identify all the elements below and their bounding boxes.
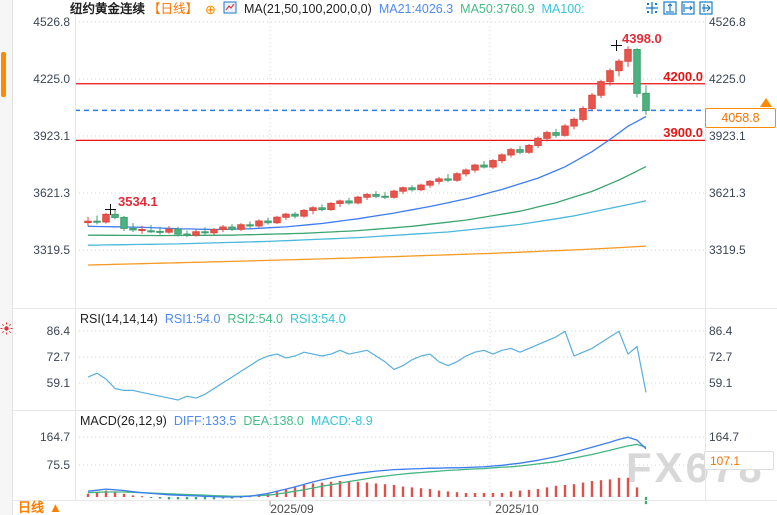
price-tick-left: 3621.3 [33, 186, 70, 200]
price-tick-right: 3621.3 [709, 186, 746, 200]
support-label: 3900.0 [663, 125, 703, 140]
pan-right-icon[interactable] [699, 1, 713, 15]
instrument-title: 纽约黄金连续 [70, 2, 146, 16]
mini-chart-icon[interactable] [223, 1, 237, 18]
early-peak-marker-cross [105, 204, 116, 215]
fit-horizontal-icon[interactable] [681, 1, 695, 15]
gridlines [75, 10, 705, 506]
price-tick-left: 3319.5 [33, 243, 70, 257]
chart-header: 纽约黄金连续 【日线】 ⊕ MA(21,50,100,200,0,0) MA21… [70, 1, 585, 18]
macd-tick-right: 164.7 [709, 430, 740, 444]
sun-badge-icon[interactable] [0, 322, 13, 335]
date-label: 2025/10 [495, 502, 539, 515]
price-tick-left: 3923.1 [33, 129, 70, 143]
price-tick-right: 3319.5 [709, 243, 746, 257]
rsi3-value: RSI3:54.0 [290, 312, 346, 326]
rsi-tick-right: 86.4 [709, 324, 733, 338]
rsi-macd-divider [12, 410, 777, 411]
ma100-value: MA100: [541, 2, 585, 16]
price-tick-left: 4526.8 [33, 15, 70, 29]
macd-highlight-value: 107.1 [704, 451, 774, 470]
macd-value: MACD:-8.9 [310, 414, 373, 428]
orange-marker-bar[interactable] [1, 52, 6, 97]
macd-tick-left: 75.5 [46, 458, 70, 472]
peak-price-label: 4398.0 [622, 31, 662, 46]
plot-right-border [705, 0, 706, 500]
rsi-tick-right: 72.7 [709, 350, 733, 364]
current-price-badge: 4058.8 [705, 108, 776, 128]
chart-toolbar [645, 1, 713, 15]
resistance-label: 4200.0 [663, 69, 703, 84]
rsi-header: RSI(14,14,14) RSI1:54.0 RSI2:54.0 RSI3:5… [80, 312, 346, 327]
macd-header: MACD(26,12,9) DIFF:133.5 DEA:138.0 MACD:… [80, 414, 373, 429]
left-sidebar [0, 0, 13, 515]
rsi-line [87, 330, 647, 401]
add-indicator-icon[interactable]: ⊕ [205, 2, 216, 17]
early-peak-label: 3534.1 [118, 194, 158, 209]
period-tab-arrow: ▲ [49, 500, 62, 515]
price-tick-right: 3923.1 [709, 129, 746, 143]
fit-vertical-icon[interactable] [663, 1, 677, 15]
period-tab-label: 日线 [18, 500, 45, 515]
xaxis-divider [0, 500, 777, 501]
date-label: 2025/09 [270, 502, 314, 515]
candles [84, 46, 650, 238]
price-tick-left: 4225.0 [33, 72, 70, 86]
rsi-tick-right: 59.1 [709, 376, 733, 390]
ma50-value: MA50:3760.9 [460, 2, 535, 16]
rsi-tick-left: 59.1 [46, 376, 70, 390]
price-tick-right: 4225.0 [709, 72, 746, 86]
peak-marker-cross [611, 40, 622, 51]
price-tick-right: 4526.8 [709, 15, 746, 29]
current-price-arrow [760, 98, 772, 107]
plot-left-border [75, 0, 76, 500]
dea-value: DEA:138.0 [243, 414, 304, 428]
crosshair-icon[interactable] [645, 1, 659, 15]
macd-tick-left: 164.7 [39, 430, 70, 444]
rsi-name[interactable]: RSI(14,14,14) [80, 312, 158, 326]
price-rsi-divider [12, 308, 777, 309]
ma21-value: MA21:4026.3 [378, 2, 454, 16]
macd-name[interactable]: MACD(26,12,9) [80, 414, 167, 428]
diff-value: DIFF:133.5 [173, 414, 237, 428]
period-tag[interactable]: 【日线】 [148, 2, 199, 16]
rsi-tick-left: 86.4 [46, 324, 70, 338]
rsi1-value: RSI1:54.0 [164, 312, 221, 326]
period-tab[interactable]: 日线 ▲ [18, 501, 62, 515]
macd [86, 436, 648, 505]
rsi2-value: RSI2:54.0 [227, 312, 284, 326]
ma-settings-label[interactable]: MA(21,50,100,200,0,0) [243, 2, 372, 16]
rsi-tick-left: 72.7 [46, 350, 70, 364]
